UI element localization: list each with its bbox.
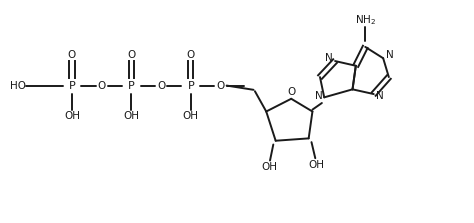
Text: O: O xyxy=(98,81,106,91)
Text: P: P xyxy=(128,81,135,91)
Text: OH: OH xyxy=(261,162,277,172)
Text: N: N xyxy=(376,91,384,101)
Text: P: P xyxy=(187,81,194,91)
Text: OH: OH xyxy=(123,111,139,121)
Text: O: O xyxy=(68,50,76,60)
Text: OH: OH xyxy=(183,111,199,121)
Text: O: O xyxy=(157,81,165,91)
Text: P: P xyxy=(69,81,75,91)
Text: HO: HO xyxy=(10,81,26,91)
Text: OH: OH xyxy=(308,160,324,170)
Text: O: O xyxy=(288,87,296,97)
Text: O: O xyxy=(127,50,136,60)
Text: N: N xyxy=(325,53,332,63)
Text: O: O xyxy=(187,50,195,60)
Text: N: N xyxy=(386,50,393,60)
Text: O: O xyxy=(216,81,225,91)
Text: OH: OH xyxy=(64,111,80,121)
Text: N: N xyxy=(315,91,322,101)
Text: NH$_2$: NH$_2$ xyxy=(355,13,376,27)
